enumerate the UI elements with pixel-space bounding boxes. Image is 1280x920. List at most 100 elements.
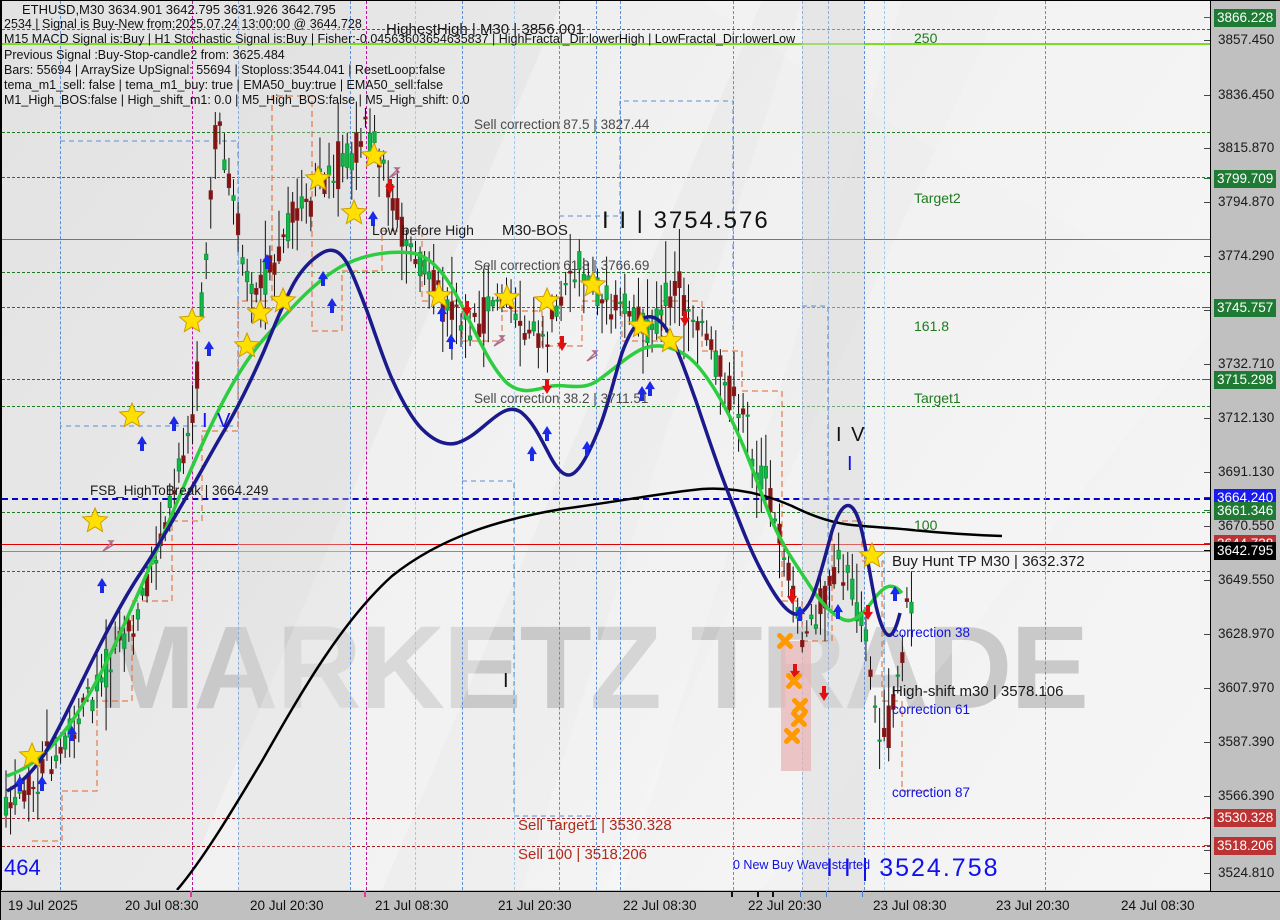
price-tick-mark (1204, 796, 1210, 797)
sell-arrow-marker (790, 664, 800, 679)
highest-high-overlay-label: HighestHigh | M30 | 3856.001 (386, 21, 584, 38)
sell-arrow-marker (542, 379, 552, 394)
sell-arrow-marker (863, 605, 873, 620)
wave-label-1: I V (202, 410, 233, 432)
buy-arrow-marker (446, 334, 456, 349)
price-badge-red[interactable]: 3518.206 (1214, 837, 1277, 855)
price-tick-label: 3794.870 (1218, 194, 1275, 209)
price-chart-plot[interactable]: MARKETZ TRADE (1, 1, 1210, 890)
hollow-arrow-marker (388, 167, 401, 179)
star-marker (360, 141, 388, 168)
time-tick-label: 20 Jul 08:30 (125, 898, 199, 913)
vline-g (596, 1, 597, 890)
price-badge-red[interactable]: 3530.328 (1214, 809, 1277, 827)
price-tick-mark (1204, 364, 1210, 365)
vline-f (559, 1, 560, 890)
annotation-13: 0 New Buy Wave started (733, 858, 871, 872)
wave-label-3: I (847, 453, 855, 475)
price-tick-label: 3774.290 (1218, 248, 1275, 263)
time-tick-label: 22 Jul 20:30 (748, 898, 822, 913)
price-badge-tick (1204, 307, 1210, 308)
star-marker (858, 541, 886, 568)
cross-marker (784, 728, 800, 744)
price-badge-tick (1204, 178, 1210, 179)
price-badge-green[interactable]: 3866.228 (1214, 9, 1277, 27)
sell-corr-875-line (2, 132, 1210, 133)
hollow-arrow-marker (102, 540, 115, 552)
buy-arrow-marker (327, 298, 337, 313)
sell-arrow-marker (787, 589, 797, 604)
buy-arrow-marker (542, 426, 552, 441)
star-marker (81, 506, 109, 533)
price-badge-green[interactable]: 3661.346 (1214, 502, 1277, 520)
annotation-6: Buy Hunt TP M30 | 3632.372 (892, 553, 1085, 570)
fib-label-target2: Target2 (914, 190, 961, 206)
chart-info-header: ETHUSD,M30 3634.901 3642.795 3631.926 36… (4, 2, 795, 108)
annotation-0: Sell correction 87.5 | 3827.44 (474, 117, 650, 132)
time-tick-label: 23 Jul 20:30 (996, 898, 1070, 913)
time-tick-mark (826, 891, 827, 897)
price-badge-green[interactable]: 3799.709 (1214, 170, 1277, 188)
price-tick-label: 3524.810 (1218, 865, 1275, 880)
price-tick-label: 3566.390 (1218, 788, 1275, 803)
price-badge-black[interactable]: 3642.795 (1214, 542, 1277, 560)
session-boxes (32, 1, 932, 890)
price-badge-green[interactable]: 3745.757 (1214, 299, 1277, 317)
buy-arrow-marker (15, 776, 25, 791)
fib-line-1618 (2, 307, 1210, 308)
price-tick-label: 3732.710 (1218, 356, 1275, 371)
annotation-10: correction 87 (892, 785, 971, 800)
sell-arrow-marker (680, 311, 690, 326)
annotation-7: High-shift m30 | 3578.106 (892, 683, 1064, 700)
header-line-4: tema_m1_sell: false | tema_m1_buy: true … (4, 78, 444, 93)
price-tick-label: 3607.970 (1218, 680, 1275, 695)
price-tick-label: 3691.130 (1218, 464, 1275, 479)
buy-arrow-marker (637, 386, 647, 401)
sell-arrow-marker (385, 179, 395, 194)
buy-arrow-marker (67, 726, 77, 741)
hollow-arrow-marker (493, 335, 506, 347)
price-badge-green[interactable]: 3715.298 (1214, 371, 1277, 389)
fib-line-target2 (2, 177, 1210, 178)
vline-b (238, 1, 239, 890)
vline-i (733, 1, 734, 890)
price-tick-mark (1204, 40, 1210, 41)
chart-annotations: Sell correction 87.5 | 3827.44 Sell corre… (2, 1, 1210, 890)
price-badge-tick (1204, 550, 1210, 551)
price-tick-mark (1204, 634, 1210, 635)
candlestick-series (3, 101, 1003, 890)
price-tick-mark (1204, 95, 1210, 96)
wave-labels: I I | 3754.576 I V I V I I I I | 3524.758 464 (2, 1, 1210, 890)
wave-label-0: I I | 3754.576 (602, 207, 770, 234)
time-tick-label: 24 Jul 08:30 (1121, 898, 1195, 913)
annotation-9: correction 61 (892, 702, 971, 717)
vline-session-1 (192, 1, 193, 890)
vline-a (60, 1, 61, 890)
price-scale[interactable]: 3857.450 3836.450 3815.870 3794.870 3774.290… (1204, 0, 1280, 904)
star-marker (533, 286, 561, 313)
fib-line-250 (2, 29, 1210, 30)
vline-c (350, 1, 351, 890)
star-marker (233, 331, 261, 358)
time-axis[interactable]: 19 Jul 2025 20 Jul 08:30 20 Jul 20:30 21 Ju… (0, 891, 1280, 920)
star-marker (579, 270, 607, 297)
annotation-1: Sell correction 61.8 | 3766.69 (474, 258, 650, 273)
star-marker (656, 326, 684, 353)
fsb-high-break-line (2, 498, 1210, 500)
ema-fast-line (6, 248, 902, 793)
star-marker (627, 311, 655, 338)
buy-arrow-marker (169, 416, 179, 431)
header-symbol-line: ETHUSD,M30 3634.901 3642.795 3631.926 36… (22, 2, 336, 17)
buy-arrow-marker (645, 381, 655, 396)
sell-corr-618-line (2, 272, 1210, 273)
annotation-8: correction 38 (892, 625, 971, 640)
star-marker (18, 741, 46, 768)
buy-arrow-marker (368, 211, 378, 226)
header-line-0: 2534 | Signal is Buy-New from:2025.07.24… (4, 17, 362, 32)
bars-counter-label: 464 (4, 855, 41, 880)
sma-slow-line (176, 487, 1003, 890)
time-tick-mark (190, 891, 192, 897)
vline-d (415, 1, 416, 890)
price-tick-label: 3649.550 (1218, 572, 1275, 587)
